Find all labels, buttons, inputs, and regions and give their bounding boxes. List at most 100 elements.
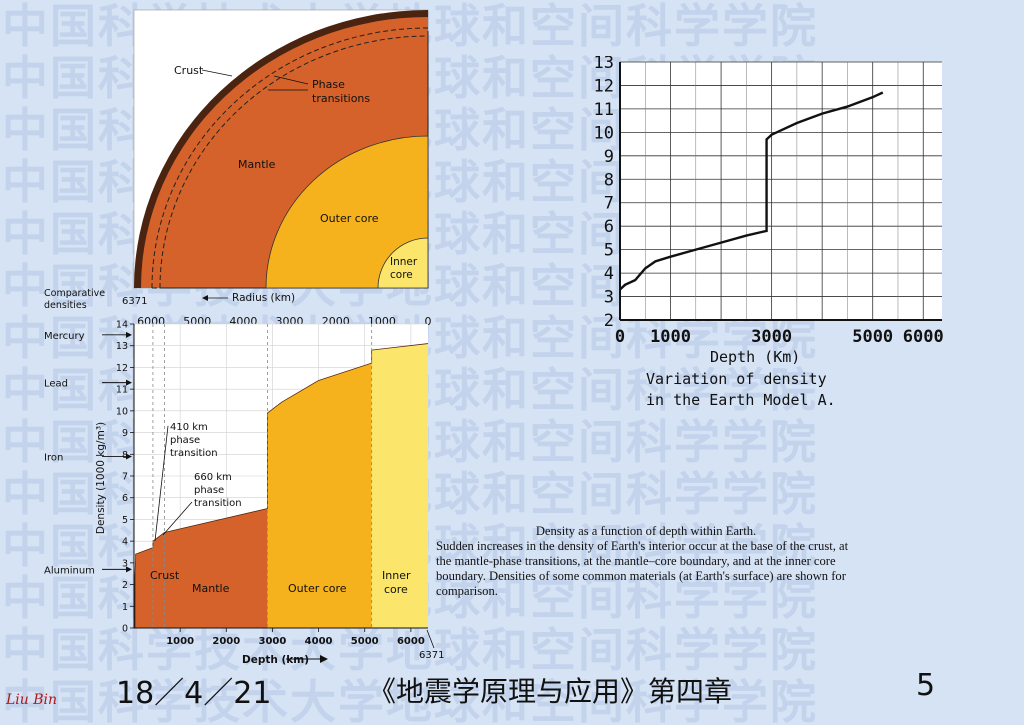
- depth-end-label: 6371: [419, 650, 444, 661]
- label-phase-2: transitions: [312, 92, 370, 105]
- label-phase-1: Phase: [312, 78, 345, 91]
- x-tick-label: 6000: [903, 327, 944, 347]
- region-fill-mantle: [135, 508, 268, 628]
- x-tick-label: 3000: [259, 636, 287, 647]
- y-tick-label: 5: [122, 515, 128, 526]
- earth-density-svg: Crust Phase transitions Mantle Outer cor…: [44, 9, 444, 667]
- region-label-outer-core: Outer core: [288, 582, 347, 595]
- material-arrow: [126, 566, 132, 573]
- model-a-plot-area: [620, 62, 942, 320]
- course-title: 《地震学原理与应用》第四章: [368, 675, 733, 708]
- label-crust: Crust: [174, 64, 204, 77]
- y-tick-label: 12: [116, 363, 128, 374]
- caption-body: Sudden increases in the density of Earth…: [436, 539, 849, 598]
- y-tick-label: 9: [122, 428, 128, 439]
- region-label-inner-core-1: Inner: [382, 569, 411, 582]
- model-a-line-2: Variation of density: [646, 370, 827, 388]
- x-tick-label: 3000: [751, 327, 792, 347]
- inner-core-layer: [377, 237, 429, 289]
- y-tick-label: 9: [604, 147, 614, 167]
- material-arrow: [126, 453, 132, 460]
- x-tick-label: 1000: [166, 636, 194, 647]
- y-tick-label: 1: [122, 602, 128, 613]
- x-tick-label: 4000: [305, 636, 333, 647]
- material-label: Iron: [44, 452, 63, 463]
- y-tick-label: 7: [604, 194, 614, 214]
- label-outer-core: Outer core: [320, 212, 379, 225]
- y-tick-label: 13: [594, 56, 614, 73]
- annotation-410-2: phase: [170, 435, 200, 446]
- y-tick-label: 2: [604, 311, 614, 331]
- y-tick-label: 12: [594, 76, 614, 96]
- page-number: 5: [916, 668, 936, 703]
- radius-axis: 6371 6000 5000 4000 3000 2000 1000 0 Radius (k…: [122, 292, 432, 328]
- density-model-a-figure: 2 3 4 5 6 7 8 9 10 11 12 13 0 1000 3000 5000 6000 Depth…: [588, 56, 958, 416]
- phase-transition-660: [159, 35, 429, 289]
- y-tick-label: 14: [116, 320, 128, 331]
- region-fill-outer-core: [267, 363, 372, 628]
- region-label-mantle: Mantle: [192, 582, 230, 595]
- y-tick-label: 11: [594, 100, 614, 120]
- y-tick-label: 10: [594, 123, 614, 143]
- annotation-660-3: transition: [194, 498, 242, 509]
- x-tick-label: 1000: [650, 327, 691, 347]
- comparative-header-2: densities: [44, 300, 87, 311]
- y-tick-label: 7: [122, 472, 128, 483]
- watermark-row: 中国科学技术大学地球和空间科学学院: [2, 623, 818, 677]
- region-fill-inner-core: [371, 343, 428, 628]
- y-tick-label: 10: [116, 406, 128, 417]
- material-arrow: [126, 331, 132, 338]
- label-inner-core-2: core: [390, 269, 413, 281]
- annotation-660-1: 660 km: [194, 472, 232, 483]
- comparative-header-1: Comparative: [44, 288, 105, 299]
- y-tick-label: 3: [604, 288, 614, 308]
- outer-core-layer: [265, 135, 429, 289]
- y-tick-label: 6: [122, 493, 128, 504]
- x-tick-label: 5000: [852, 327, 893, 347]
- annotation-660-2: phase: [194, 485, 224, 496]
- y-tick-label: 4: [122, 537, 128, 548]
- x-tick-label: 0: [615, 327, 625, 347]
- region-label-inner-core-2: core: [384, 583, 408, 596]
- x-axis-label: Depth (km): [242, 654, 309, 666]
- model-a-density-line: [619, 91, 884, 291]
- y-tick-label: 3: [122, 558, 128, 569]
- x-tick-label: 2000: [212, 636, 240, 647]
- x-tick-label: 6000: [397, 636, 425, 647]
- author-signature: Liu Bin: [6, 692, 58, 708]
- y-tick-label: 6: [604, 217, 614, 237]
- radius-tick-label: 0: [425, 315, 432, 328]
- annotation-410-1: 410 km: [170, 422, 208, 433]
- region-label-crust: Crust: [150, 569, 180, 582]
- x-tick-label: 5000: [351, 636, 379, 647]
- label-mantle: Mantle: [238, 158, 276, 171]
- y-tick-label: 2: [122, 580, 128, 591]
- earth-cross-section: Crust Phase transitions Mantle Outer cor…: [133, 9, 429, 289]
- material-label: Mercury: [44, 331, 85, 342]
- material-arrow: [126, 379, 132, 386]
- density-profile-line: [133, 343, 429, 598]
- radius-start-label: 6371: [122, 296, 147, 307]
- model-a-line-3: in the Earth Model A.: [646, 391, 836, 409]
- material-label: Aluminum: [44, 565, 95, 576]
- annotation-410-3: transition: [170, 448, 218, 459]
- y-tick-label: 13: [116, 341, 128, 352]
- y-tick-label: 8: [604, 170, 614, 190]
- model-a-line-1: Depth (Km): [710, 348, 800, 366]
- y-tick-label: 5: [604, 241, 614, 261]
- radius-axis-label: Radius (km): [232, 292, 295, 304]
- phase-transition-410: [151, 27, 429, 289]
- y-tick-label: 0: [122, 624, 128, 635]
- caption-title: Density as a function of depth within Ea…: [535, 524, 757, 538]
- y-tick-label: 8: [122, 450, 128, 461]
- label-inner-core-1: Inner: [390, 256, 418, 268]
- y-axis-label: Density (1000 kg/m³): [95, 422, 107, 534]
- figure-caption: Density as a function of depth within Ea…: [436, 524, 856, 599]
- slide-date: 18／4／21: [116, 676, 272, 711]
- material-label: Lead: [44, 379, 68, 390]
- model-a-svg: 2 3 4 5 6 7 8 9 10 11 12 13 0 1000 3000 5000 6000 Depth…: [594, 56, 944, 409]
- y-tick-label: 4: [604, 264, 614, 284]
- earth-density-figure: Crust Phase transitions Mantle Outer cor…: [36, 8, 444, 666]
- watermark-row: 中国科学技术大学地球和空间科学学院: [2, 675, 818, 725]
